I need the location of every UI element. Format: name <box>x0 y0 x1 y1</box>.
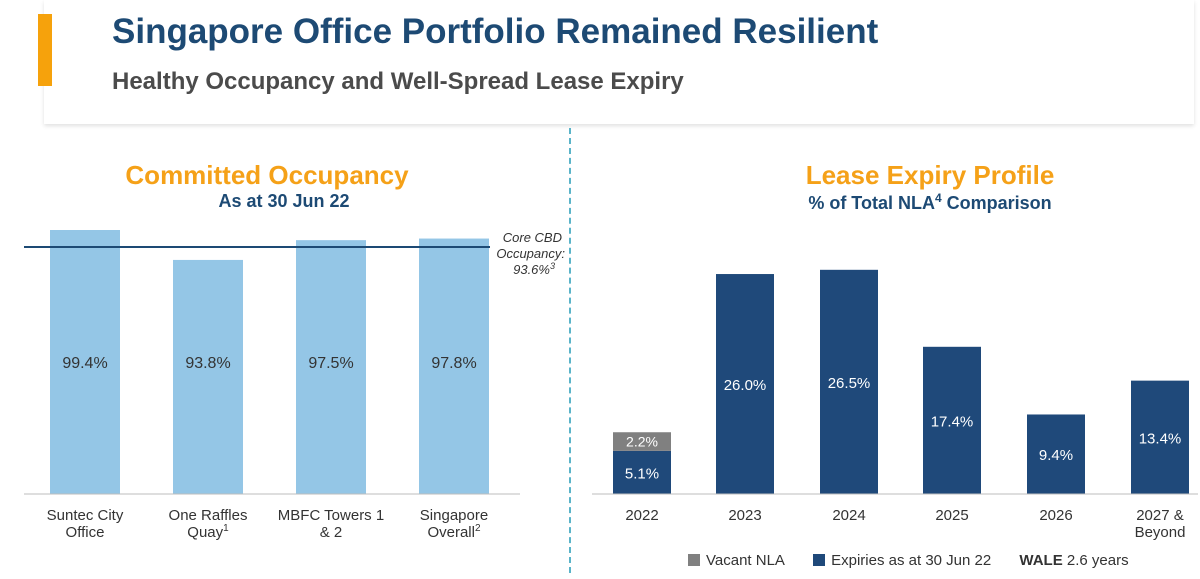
year-category-label: 2023 <box>728 507 761 524</box>
occupancy-value-label: 93.8% <box>185 355 230 372</box>
expiry-value-label: 9.4% <box>1039 447 1073 464</box>
expiry-value-label: 26.5% <box>828 375 871 392</box>
lease-expiry-subtitle-tail: Comparison <box>941 193 1052 213</box>
legend-wale: WALE 2.6 years <box>1019 552 1128 569</box>
expiry-bar <box>716 274 774 494</box>
occupancy-category-label: Office <box>66 524 105 541</box>
expiry-value-label: 5.1% <box>625 465 659 482</box>
chart-legend: Vacant NLA Expiries as at 30 Jun 22 WALE… <box>688 552 1153 569</box>
occupancy-category-label: Quay1 <box>187 523 229 541</box>
expiry-value-label: 13.4% <box>1139 430 1182 447</box>
occupancy-category-label: One Raffles <box>169 507 248 524</box>
vacant-bar <box>613 432 671 451</box>
expiry-bar <box>613 450 671 494</box>
reference-label: Occupancy: <box>496 246 565 261</box>
year-category-label: Beyond <box>1135 524 1186 541</box>
page-subtitle: Healthy Occupancy and Well-Spread Lease … <box>112 68 684 95</box>
occupancy-bar <box>50 230 120 494</box>
legend-expiries: Expiries as at 30 Jun 22 <box>813 552 991 569</box>
reference-label: Core CBD <box>503 230 562 245</box>
year-category-label: 2026 <box>1039 507 1072 524</box>
occupancy-category-label: Singapore <box>420 507 488 524</box>
occupancy-title: Committed Occupancy <box>125 160 409 190</box>
expiry-bar <box>923 346 981 494</box>
expiry-bar <box>1131 380 1189 494</box>
legend-vacant: Vacant NLA <box>688 552 785 569</box>
vacant-value-label: 2.2% <box>626 434 658 450</box>
occupancy-value-label: 97.5% <box>308 355 353 372</box>
year-category-label: 2024 <box>832 507 865 524</box>
lease-expiry-subtitle-text: % of Total NLA <box>808 193 935 213</box>
expiry-bar <box>1027 414 1085 494</box>
year-category-label: 2027 & <box>1136 507 1184 524</box>
expiry-value-label: 17.4% <box>931 413 974 430</box>
legend-expiries-swatch <box>813 554 826 566</box>
expiry-bar <box>820 269 878 494</box>
occupancy-category-label: Suntec City <box>47 507 124 524</box>
page-title: Singapore Office Portfolio Remained Resi… <box>112 12 879 51</box>
lease-expiry-subtitle: % of Total NLA4 Comparison <box>690 191 1170 214</box>
reference-label: 93.6%3 <box>513 261 555 277</box>
occupancy-category-label: MBFC Towers 1 <box>278 507 384 524</box>
wale-value: 2.6 years <box>1066 552 1129 569</box>
lease-expiry-chart: 5.1% 2.2% 2022 26.0% 2023 26.5% 2024 17.4% 2025 9… <box>592 269 1198 541</box>
occupancy-category-label: & 2 <box>320 524 343 541</box>
wale-label: WALE <box>1019 552 1063 569</box>
occupancy-value-label: 99.4% <box>62 355 107 372</box>
lease-expiry-subtitle-sup: 4 <box>934 191 942 205</box>
occupancy-subtitle: As at 30 Jun 22 <box>218 191 350 211</box>
accent-bar <box>38 14 52 86</box>
lease-expiry-title: Lease Expiry Profile <box>805 160 1055 190</box>
panel-divider <box>569 128 571 573</box>
occupancy-bar <box>296 240 366 494</box>
year-category-label: 2025 <box>935 507 968 524</box>
occupancy-bar <box>173 259 243 494</box>
occupancy-value-label: 97.8% <box>431 355 476 372</box>
year-category-label: 2022 <box>625 507 658 524</box>
legend-vacant-label: Vacant NLA <box>706 552 785 569</box>
legend-expiries-label: Expiries as at 30 Jun 22 <box>831 552 992 569</box>
header-card <box>44 0 1194 124</box>
occupancy-category-label: Overall2 <box>427 523 481 541</box>
occupancy-bar <box>419 238 489 494</box>
expiry-value-label: 26.0% <box>724 377 767 394</box>
legend-vacant-swatch <box>688 554 700 566</box>
